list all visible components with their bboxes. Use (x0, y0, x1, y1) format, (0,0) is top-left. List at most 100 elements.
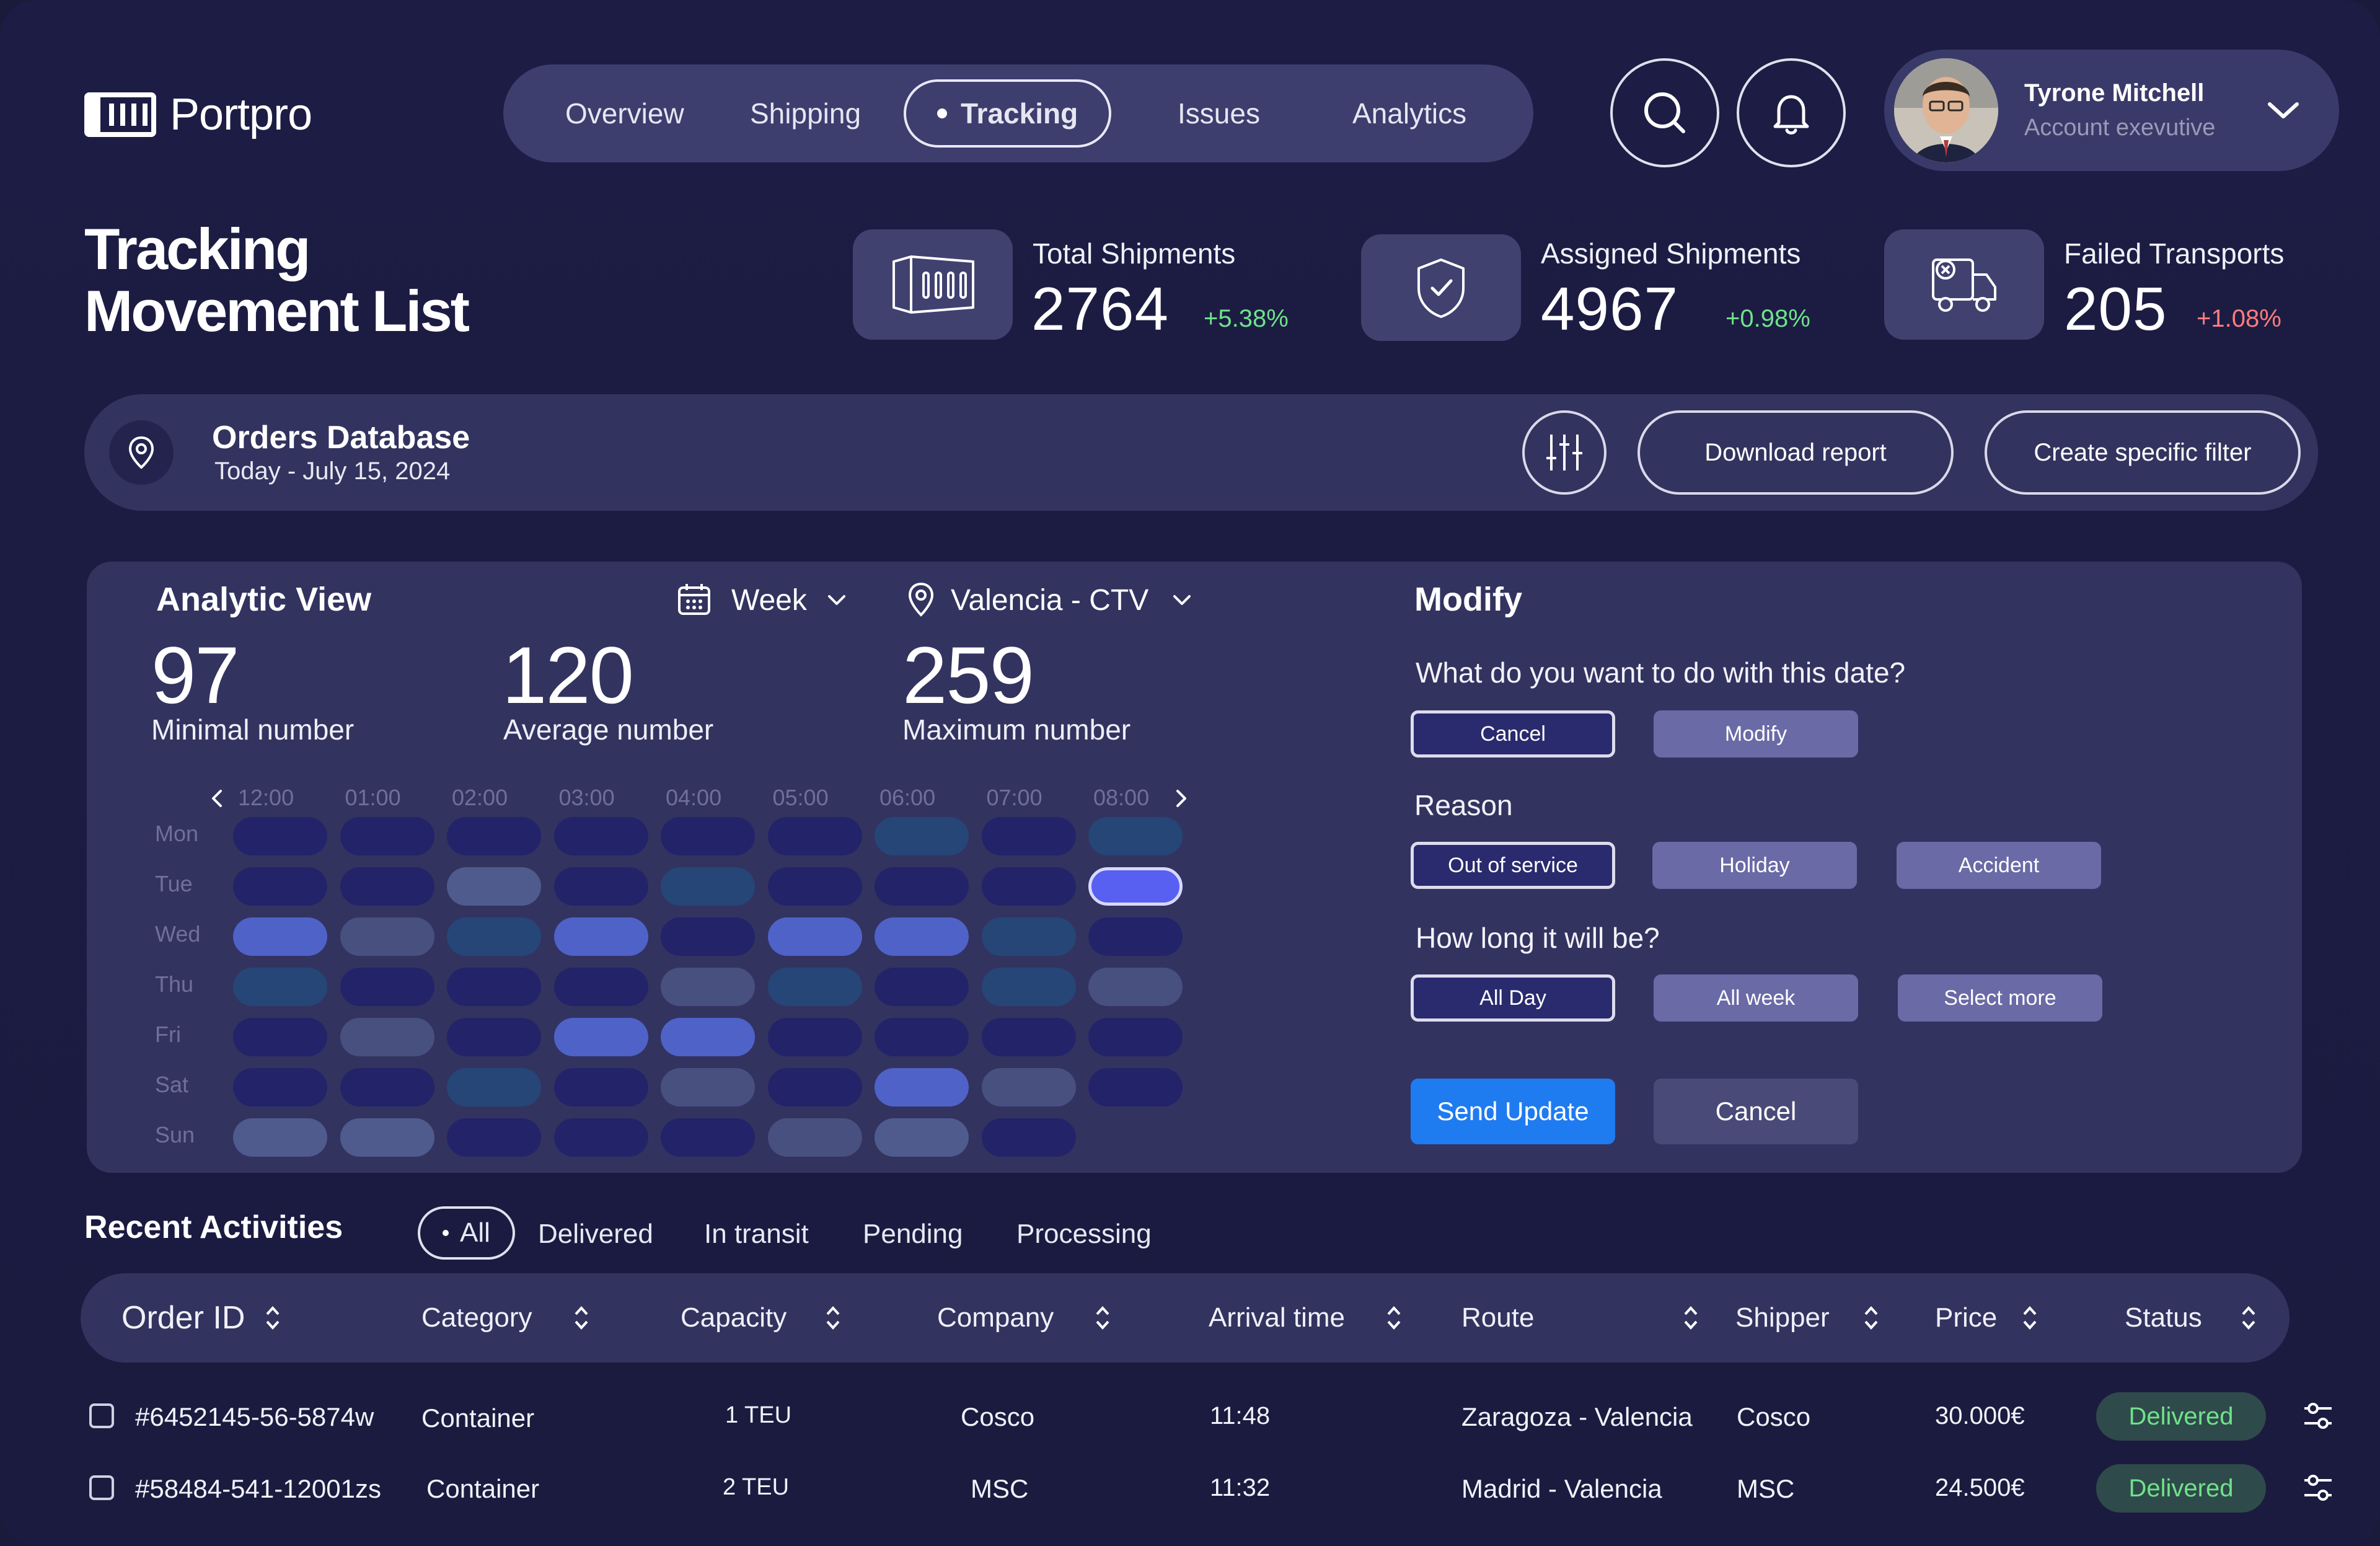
heatmap-cell[interactable] (340, 1068, 434, 1106)
heatmap-cell[interactable] (447, 917, 541, 956)
heatmap-cell[interactable] (661, 968, 755, 1006)
nav-tracking[interactable]: Tracking (904, 79, 1112, 148)
heatmap-cell[interactable] (875, 867, 969, 906)
heatmap-cell[interactable] (340, 1118, 434, 1157)
col-shipper[interactable]: Shipper (1735, 1273, 1880, 1363)
heatmap-cell[interactable] (875, 1068, 969, 1106)
heatmap-cell[interactable] (447, 1018, 541, 1056)
heatmap-cell[interactable] (981, 1018, 1076, 1056)
heatmap-cell[interactable] (340, 917, 434, 956)
heatmap-cell[interactable] (233, 1068, 327, 1106)
heatmap-cell[interactable] (767, 1118, 862, 1157)
row-checkbox[interactable] (89, 1403, 114, 1428)
heatmap-cell[interactable] (875, 968, 969, 1006)
search-button[interactable] (1610, 58, 1719, 167)
heatmap-cell[interactable] (233, 917, 327, 956)
duration-select-more-chip[interactable]: Select more (1898, 974, 2102, 1022)
row-settings-icon[interactable] (2301, 1470, 2335, 1505)
heatmap-cell[interactable] (553, 1118, 648, 1157)
action-cancel-chip[interactable]: Cancel (1411, 710, 1615, 758)
nav-shipping[interactable]: Shipping (750, 97, 862, 130)
heatmap-cell[interactable] (767, 968, 862, 1006)
heatmap-cell[interactable] (233, 867, 327, 906)
heatmap-cell[interactable] (340, 968, 434, 1006)
heatmap-cell[interactable] (233, 968, 327, 1006)
heatmap-cell[interactable] (447, 867, 541, 906)
heatmap-cell[interactable] (661, 1018, 755, 1056)
heatmap-cell[interactable] (661, 917, 755, 956)
cancel-button[interactable]: Cancel (1654, 1079, 1858, 1144)
heatmap-cell[interactable] (661, 817, 755, 855)
notifications-button[interactable] (1737, 58, 1846, 167)
heatmap-cell[interactable] (233, 817, 327, 855)
row-settings-icon[interactable] (2301, 1398, 2335, 1433)
heatmap-cell[interactable] (767, 817, 862, 855)
prev-arrow-icon[interactable] (208, 786, 227, 811)
heatmap-cell[interactable] (553, 1018, 648, 1056)
col-category[interactable]: Category (421, 1273, 591, 1363)
filter-in-transit[interactable]: In transit (704, 1219, 809, 1249)
period-dropdown[interactable]: Week (676, 583, 848, 617)
heatmap-cell[interactable] (661, 1118, 755, 1157)
heatmap-cell[interactable] (981, 1068, 1076, 1106)
filter-all[interactable]: All (418, 1206, 515, 1260)
heatmap-cell[interactable] (553, 1068, 648, 1106)
heatmap-cell[interactable] (981, 917, 1076, 956)
app-logo[interactable]: Portpro (84, 87, 312, 143)
heatmap-cell[interactable] (981, 817, 1076, 855)
col-route[interactable]: Route (1461, 1273, 1700, 1363)
col-company[interactable]: Company (937, 1273, 1112, 1363)
heatmap-cell[interactable] (767, 867, 862, 906)
heatmap-cell[interactable] (875, 1018, 969, 1056)
location-dropdown[interactable]: Valencia - CTV (904, 581, 1193, 619)
heatmap-cell[interactable] (1088, 1068, 1183, 1106)
heatmap-cell[interactable] (447, 1068, 541, 1106)
heatmap-cell[interactable] (1088, 867, 1183, 906)
heatmap-cell[interactable] (767, 1068, 862, 1106)
heatmap-cell[interactable] (233, 1018, 327, 1056)
heatmap-cell[interactable] (875, 817, 969, 855)
filter-delivered[interactable]: Delivered (538, 1219, 653, 1249)
heatmap-cell[interactable] (340, 867, 434, 906)
heatmap-cell[interactable] (553, 867, 648, 906)
col-status[interactable]: Status (2125, 1273, 2258, 1363)
heatmap-cell[interactable] (875, 1118, 969, 1157)
heatmap-cell[interactable] (447, 968, 541, 1006)
heatmap-cell[interactable] (981, 968, 1076, 1006)
filter-settings-button[interactable] (1522, 410, 1606, 495)
heatmap-cell[interactable] (1088, 817, 1183, 855)
row-checkbox[interactable] (89, 1475, 114, 1500)
nav-issues[interactable]: Issues (1178, 97, 1260, 130)
heatmap-cell[interactable] (661, 1068, 755, 1106)
heatmap-cell[interactable] (767, 917, 862, 956)
reason-accident-chip[interactable]: Accident (1897, 842, 2101, 889)
download-report-button[interactable]: Download report (1637, 410, 1954, 495)
heatmap-cell[interactable] (981, 867, 1076, 906)
filter-pending[interactable]: Pending (863, 1219, 963, 1249)
heatmap-cell[interactable] (447, 817, 541, 855)
heatmap-cell[interactable] (981, 1118, 1076, 1157)
col-order-id[interactable]: Order ID (121, 1273, 282, 1363)
col-price[interactable]: Price (1935, 1273, 2039, 1363)
col-capacity[interactable]: Capacity (681, 1273, 842, 1363)
duration-all-day-chip[interactable]: All Day (1411, 974, 1615, 1022)
heatmap-cell[interactable] (1088, 917, 1183, 956)
heatmap-cell[interactable] (553, 968, 648, 1006)
send-update-button[interactable]: Send Update (1411, 1079, 1615, 1144)
create-filter-button[interactable]: Create specific filter (1985, 410, 2301, 495)
action-modify-chip[interactable]: Modify (1654, 710, 1858, 758)
heatmap-cell[interactable] (767, 1018, 862, 1056)
heatmap-cell[interactable] (553, 817, 648, 855)
filter-processing[interactable]: Processing (1016, 1219, 1152, 1249)
user-profile-menu[interactable]: Tyrone Mitchell Account exevutive (1884, 50, 2339, 171)
heatmap-cell[interactable] (661, 867, 755, 906)
heatmap-cell[interactable] (233, 1118, 327, 1157)
reason-holiday-chip[interactable]: Holiday (1652, 842, 1857, 889)
next-arrow-icon[interactable] (1171, 786, 1190, 811)
heatmap-cell[interactable] (1088, 968, 1183, 1006)
reason-out-of-service-chip[interactable]: Out of service (1411, 842, 1615, 889)
heatmap-cell[interactable] (340, 1018, 434, 1056)
duration-all-week-chip[interactable]: All week (1654, 974, 1858, 1022)
heatmap-cell[interactable] (447, 1118, 541, 1157)
heatmap-cell[interactable] (875, 917, 969, 956)
